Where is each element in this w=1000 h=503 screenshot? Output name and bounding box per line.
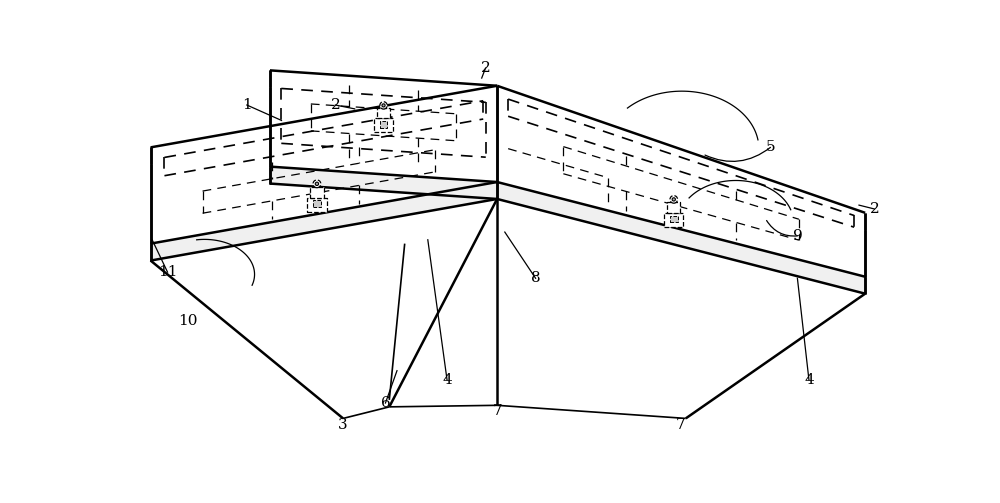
Circle shape: [382, 104, 385, 107]
Polygon shape: [270, 70, 497, 182]
Text: 4: 4: [804, 373, 814, 387]
Text: 6: 6: [381, 396, 390, 410]
Text: 1: 1: [242, 98, 252, 112]
Bar: [377, 108, 390, 119]
Text: 2: 2: [331, 98, 340, 112]
Polygon shape: [497, 182, 865, 294]
Circle shape: [670, 196, 678, 203]
Bar: [313, 201, 321, 207]
Text: 5: 5: [766, 140, 775, 154]
Text: 8: 8: [531, 271, 540, 285]
Polygon shape: [151, 182, 497, 261]
Text: 9: 9: [793, 229, 802, 243]
Text: 10: 10: [178, 313, 197, 327]
Circle shape: [313, 180, 321, 188]
Polygon shape: [151, 86, 497, 243]
Polygon shape: [270, 166, 497, 199]
Bar: [310, 187, 324, 198]
Bar: [307, 198, 327, 212]
Text: 7: 7: [492, 404, 502, 417]
Circle shape: [315, 182, 319, 186]
Text: 3: 3: [338, 417, 348, 432]
Text: 7: 7: [676, 417, 685, 432]
Bar: [664, 213, 683, 226]
Bar: [667, 202, 680, 213]
Text: 11: 11: [158, 265, 177, 279]
Bar: [374, 119, 393, 132]
Circle shape: [672, 198, 675, 201]
Text: 2: 2: [481, 61, 490, 75]
Circle shape: [380, 102, 387, 109]
Text: 2: 2: [870, 202, 879, 216]
Text: 4: 4: [442, 373, 452, 387]
Polygon shape: [497, 86, 865, 277]
Bar: [670, 216, 678, 222]
Bar: [380, 121, 387, 128]
